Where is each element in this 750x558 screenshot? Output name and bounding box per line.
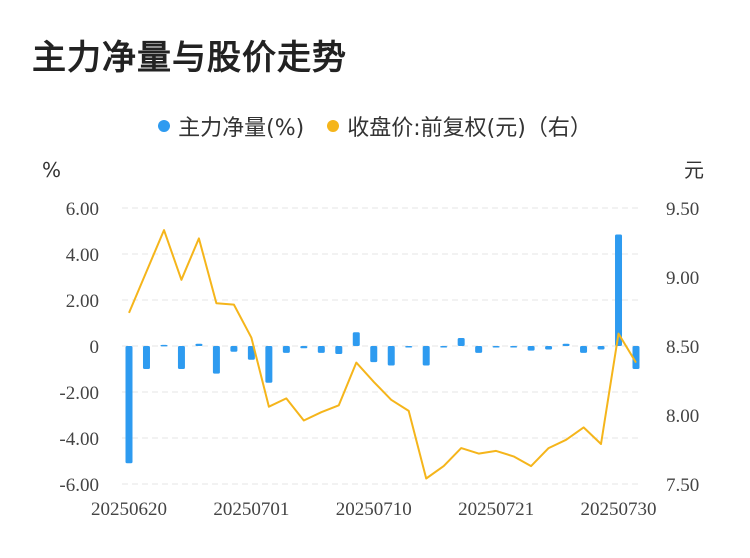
net-volume-bar: [632, 346, 640, 369]
net-volume-bar: [142, 346, 150, 369]
legend: 主力净量(%) 收盘价:前复权(元)（右）: [0, 110, 750, 142]
net-volume-bar: [580, 346, 588, 353]
net-volume-bar: [597, 346, 605, 350]
net-volume-bar: [335, 346, 343, 355]
left-axis-unit: %: [42, 158, 61, 182]
right-axis-unit: 元: [684, 158, 704, 182]
chart-title: 主力净量与股价走势: [32, 38, 347, 78]
net-volume-bar: [492, 346, 500, 348]
left-axis-tick-label: 0: [90, 337, 100, 358]
left-axis-tick-label: 6.00: [66, 199, 99, 220]
legend-item-net-volume[interactable]: 主力净量(%): [158, 110, 304, 142]
left-axis-tick-label: 4.00: [66, 245, 99, 266]
x-axis-tick-label: 20250710: [336, 499, 412, 520]
net-volume-bar: [527, 346, 535, 351]
right-axis-tick-label: 9.50: [666, 199, 699, 220]
legend-item-close-price[interactable]: 收盘价:前复权(元)（右）: [327, 110, 592, 142]
net-volume-bar: [247, 346, 255, 360]
net-volume-bar: [545, 346, 553, 350]
left-axis-tick-label: -2.00: [59, 383, 99, 404]
net-volume-bar: [160, 344, 168, 347]
net-volume-bar: [300, 346, 308, 349]
left-axis-tick-label: -6.00: [59, 475, 99, 496]
net-volume-bar: [230, 346, 238, 352]
net-volume-bar: [405, 346, 413, 348]
x-axis-tick-label: 20250721: [458, 499, 534, 520]
legend-bar-marker-icon: [158, 120, 171, 132]
legend-label-close-price: 收盘价:前复权(元)（右）: [347, 116, 592, 141]
net-volume-bar: [475, 346, 483, 353]
x-axis-tick-label: 20250730: [581, 499, 657, 520]
net-volume-bar: [457, 337, 465, 346]
net-volume-bar: [212, 346, 220, 374]
net-volume-bar: [125, 346, 133, 464]
right-axis-tick-label: 8.50: [666, 337, 699, 358]
net-volume-bar: [195, 343, 203, 346]
net-volume-bar: [440, 346, 448, 348]
net-volume-bar: [317, 346, 325, 353]
legend-line-marker-icon: [327, 120, 340, 132]
net-volume-bar: [370, 346, 378, 363]
net-volume-bar: [615, 234, 623, 346]
net-volume-bar: [282, 346, 290, 353]
x-axis-tick-label: 20250701: [213, 499, 289, 520]
net-volume-bar: [265, 346, 273, 383]
net-volume-bar: [510, 346, 518, 348]
x-axis-tick-label: 20250620: [91, 499, 167, 520]
net-volume-bar: [177, 346, 185, 369]
right-axis-tick-label: 7.50: [666, 475, 699, 496]
net-volume-bar: [562, 343, 570, 346]
right-axis-tick-label: 9.00: [666, 268, 699, 289]
left-axis-tick-label: -4.00: [59, 429, 99, 450]
net-volume-bar: [352, 332, 360, 346]
net-volume-bar: [387, 346, 395, 366]
left-axis-tick-label: 2.00: [66, 291, 99, 312]
close-price-line: [128, 229, 637, 480]
legend-label-net-volume: 主力净量(%): [178, 116, 305, 141]
right-axis-tick-label: 8.00: [666, 406, 699, 427]
net-volume-bar: [422, 346, 430, 366]
